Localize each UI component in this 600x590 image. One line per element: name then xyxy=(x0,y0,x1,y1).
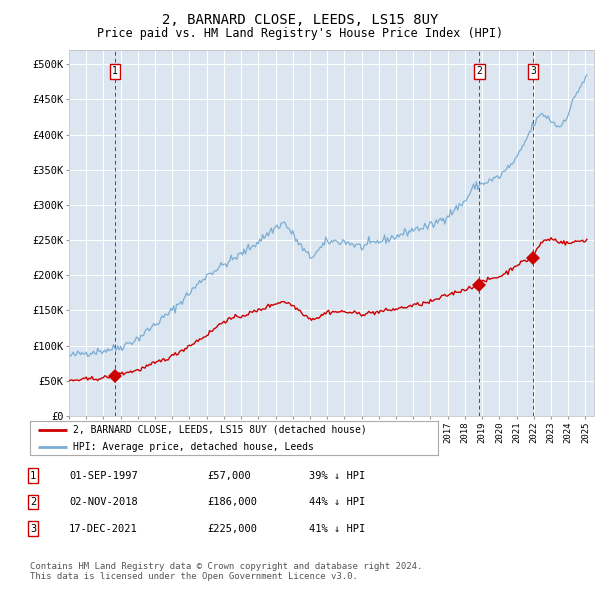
Text: 02-NOV-2018: 02-NOV-2018 xyxy=(69,497,138,507)
Text: 2: 2 xyxy=(476,66,482,76)
Text: 17-DEC-2021: 17-DEC-2021 xyxy=(69,524,138,533)
Text: 41% ↓ HPI: 41% ↓ HPI xyxy=(309,524,365,533)
Text: 39% ↓ HPI: 39% ↓ HPI xyxy=(309,471,365,480)
Text: 3: 3 xyxy=(30,524,36,533)
Text: 2: 2 xyxy=(30,497,36,507)
Text: 01-SEP-1997: 01-SEP-1997 xyxy=(69,471,138,480)
Text: Price paid vs. HM Land Registry's House Price Index (HPI): Price paid vs. HM Land Registry's House … xyxy=(97,27,503,40)
Text: 2, BARNARD CLOSE, LEEDS, LS15 8UY (detached house): 2, BARNARD CLOSE, LEEDS, LS15 8UY (detac… xyxy=(73,425,367,435)
Text: 44% ↓ HPI: 44% ↓ HPI xyxy=(309,497,365,507)
Text: 1: 1 xyxy=(112,66,118,76)
Text: 1: 1 xyxy=(30,471,36,480)
Text: Contains HM Land Registry data © Crown copyright and database right 2024.
This d: Contains HM Land Registry data © Crown c… xyxy=(30,562,422,581)
Text: £57,000: £57,000 xyxy=(207,471,251,480)
Text: 3: 3 xyxy=(530,66,536,76)
Text: £225,000: £225,000 xyxy=(207,524,257,533)
Text: 2, BARNARD CLOSE, LEEDS, LS15 8UY: 2, BARNARD CLOSE, LEEDS, LS15 8UY xyxy=(162,13,438,27)
Text: £186,000: £186,000 xyxy=(207,497,257,507)
Text: HPI: Average price, detached house, Leeds: HPI: Average price, detached house, Leed… xyxy=(73,442,314,452)
